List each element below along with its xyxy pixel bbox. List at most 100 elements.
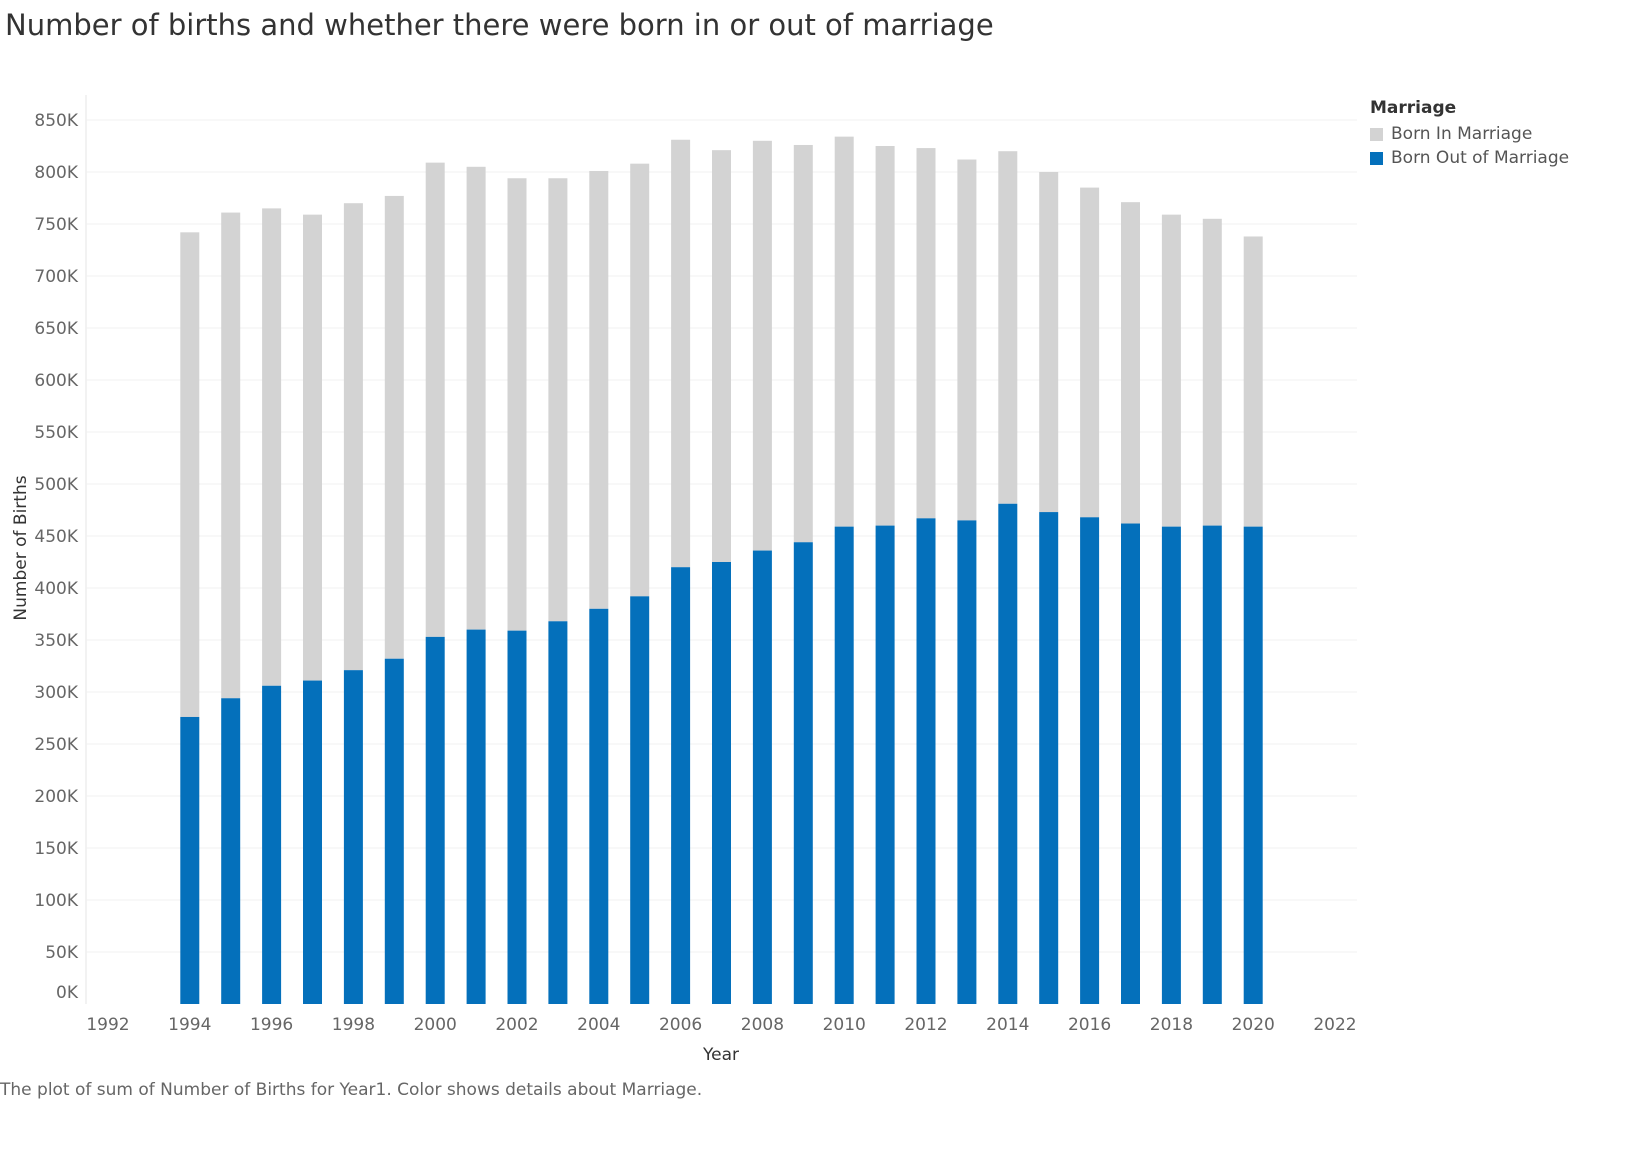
y-tick-label: 250K	[34, 735, 78, 755]
bar-born-out-of-marriage-2013[interactable]	[957, 520, 977, 1004]
bar-born-in-marriage-1998[interactable]	[343, 203, 363, 671]
bar-born-out-of-marriage-2003[interactable]	[548, 621, 568, 1004]
x-tick-label: 1996	[250, 1015, 293, 1035]
bar-born-out-of-marriage-2017[interactable]	[1121, 523, 1140, 1004]
bar-born-out-of-marriage-2018[interactable]	[1161, 526, 1181, 1004]
bar-born-in-marriage-2004[interactable]	[589, 170, 609, 609]
y-tick-label: 0K	[56, 983, 79, 1003]
y-tick-label: 400K	[34, 579, 78, 599]
x-tick-label: 2020	[1232, 1015, 1275, 1035]
y-axis-title: Number of Births	[11, 475, 31, 620]
x-tick-label: 2016	[1068, 1015, 1111, 1035]
x-tick-label: 2014	[986, 1015, 1029, 1035]
bar-born-in-marriage-2002[interactable]	[507, 178, 527, 631]
y-tick-label: 450K	[34, 527, 78, 547]
legend-label: Born Out of Marriage	[1391, 148, 1570, 168]
chart-caption: The plot of sum of Number of Births for …	[0, 1080, 703, 1100]
bar-born-in-marriage-2007[interactable]	[712, 150, 731, 562]
bar-born-in-marriage-2020[interactable]	[1243, 236, 1263, 527]
bar-born-out-of-marriage-1998[interactable]	[343, 670, 363, 1004]
x-axis-ticks: 1992 1994 1996 1998 2000 2002 2004 2006 2008 2010…	[86, 1015, 1356, 1035]
y-tick-label: 300K	[34, 683, 78, 703]
y-tick-label: 150K	[34, 839, 78, 859]
bar-born-in-marriage-2016[interactable]	[1080, 187, 1100, 518]
bar-born-in-marriage-2017[interactable]	[1121, 202, 1140, 524]
bar-born-out-of-marriage-2012[interactable]	[916, 518, 936, 1004]
bar-born-in-marriage-2006[interactable]	[671, 139, 691, 568]
bar-born-out-of-marriage-2001[interactable]	[466, 629, 486, 1004]
y-tick-label: 550K	[34, 423, 78, 443]
bar-born-out-of-marriage-2006[interactable]	[671, 567, 691, 1004]
x-tick-label: 1998	[332, 1015, 375, 1035]
legend-item-born-out-of-marriage[interactable]: Born Out of Marriage	[1370, 146, 1569, 170]
x-tick-label: 2004	[577, 1015, 620, 1035]
y-tick-label: 750K	[34, 215, 78, 235]
bar-born-out-of-marriage-2004[interactable]	[589, 608, 609, 1004]
bar-born-out-of-marriage-1999[interactable]	[384, 658, 404, 1004]
bar-born-out-of-marriage-1996[interactable]	[262, 685, 282, 1004]
bar-born-in-marriage-2003[interactable]	[548, 178, 568, 622]
x-tick-label: 1994	[168, 1015, 211, 1035]
x-tick-label: 2022	[1313, 1015, 1356, 1035]
y-tick-label: 650K	[34, 319, 78, 339]
bar-born-out-of-marriage-2007[interactable]	[712, 562, 731, 1004]
bar-born-in-marriage-2011[interactable]	[875, 146, 895, 526]
x-tick-label: 1992	[86, 1015, 129, 1035]
bar-born-in-marriage-2018[interactable]	[1161, 214, 1181, 527]
bar-born-in-marriage-2013[interactable]	[957, 159, 977, 521]
bar-born-out-of-marriage-2016[interactable]	[1080, 517, 1100, 1004]
y-tick-label: 800K	[34, 163, 78, 183]
y-tick-label: 200K	[34, 787, 78, 807]
y-tick-label: 850K	[34, 111, 78, 131]
x-tick-label: 2002	[495, 1015, 538, 1035]
bar-born-out-of-marriage-2008[interactable]	[752, 550, 772, 1004]
bar-born-in-marriage-2000[interactable]	[425, 162, 445, 637]
chart-title: Number of births and whether there were …	[5, 8, 994, 42]
y-tick-label: 500K	[34, 475, 78, 495]
x-tick-label: 2008	[741, 1015, 784, 1035]
bar-born-in-marriage-1994[interactable]	[180, 232, 200, 717]
x-tick-label: 2000	[414, 1015, 457, 1035]
x-tick-label: 2012	[904, 1015, 947, 1035]
bar-born-in-marriage-2014[interactable]	[998, 151, 1018, 504]
bar-born-in-marriage-2012[interactable]	[916, 148, 936, 519]
x-tick-label: 2006	[659, 1015, 702, 1035]
bar-born-out-of-marriage-1997[interactable]	[303, 680, 322, 1004]
bar-born-out-of-marriage-2002[interactable]	[507, 630, 527, 1004]
legend: Marriage Born In Marriage Born Out of Ma…	[1370, 98, 1569, 170]
bar-born-in-marriage-2019[interactable]	[1202, 218, 1222, 526]
bar-born-in-marriage-2005[interactable]	[630, 163, 650, 597]
bar-born-out-of-marriage-2009[interactable]	[793, 542, 813, 1004]
bar-born-in-marriage-1997[interactable]	[303, 214, 322, 681]
bar-born-in-marriage-2009[interactable]	[793, 144, 813, 543]
bar-born-out-of-marriage-2000[interactable]	[425, 636, 445, 1004]
bar-born-out-of-marriage-1995[interactable]	[221, 698, 241, 1004]
bar-born-out-of-marriage-2019[interactable]	[1202, 525, 1222, 1004]
bar-born-out-of-marriage-2011[interactable]	[875, 525, 895, 1004]
bar-born-out-of-marriage-2014[interactable]	[998, 503, 1018, 1004]
bar-born-out-of-marriage-2015[interactable]	[1039, 512, 1059, 1004]
legend-label: Born In Marriage	[1391, 124, 1533, 144]
bar-born-out-of-marriage-2005[interactable]	[630, 596, 650, 1004]
x-axis-title: Year	[702, 1045, 739, 1065]
x-tick-label: 2018	[1150, 1015, 1193, 1035]
legend-swatch-born-in-marriage	[1370, 127, 1383, 141]
bar-born-in-marriage-1996[interactable]	[262, 208, 282, 686]
bar-born-in-marriage-2001[interactable]	[466, 166, 486, 630]
bar-born-in-marriage-2010[interactable]	[834, 136, 854, 527]
bar-born-in-marriage-2015[interactable]	[1039, 172, 1059, 513]
x-tick-label: 2010	[823, 1015, 866, 1035]
y-tick-label: 700K	[34, 267, 78, 287]
bar-born-out-of-marriage-2010[interactable]	[834, 526, 854, 1004]
y-tick-label: 50K	[45, 943, 79, 963]
legend-item-born-in-marriage[interactable]: Born In Marriage	[1370, 122, 1569, 146]
y-tick-label: 600K	[34, 371, 78, 391]
bar-born-in-marriage-1995[interactable]	[221, 212, 241, 699]
bar-born-in-marriage-1999[interactable]	[384, 195, 404, 659]
y-tick-label: 350K	[34, 631, 78, 651]
bar-born-out-of-marriage-1994[interactable]	[180, 716, 200, 1004]
bar-born-in-marriage-2008[interactable]	[752, 140, 772, 551]
y-axis-ticks: 0K 50K 100K 150K 200K 250K 300K 350K 400K 450K 500…	[34, 111, 78, 1003]
bar-born-out-of-marriage-2020[interactable]	[1243, 526, 1263, 1004]
